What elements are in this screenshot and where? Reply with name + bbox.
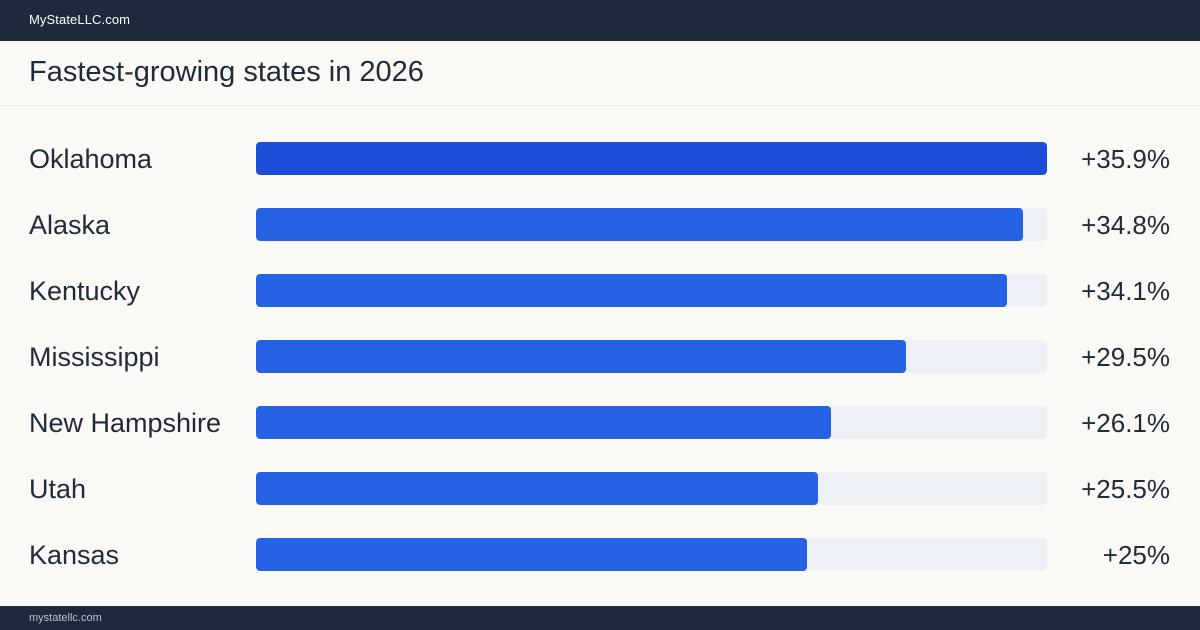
bar-fill <box>256 208 1023 241</box>
value-label: +35.9% <box>1081 144 1170 174</box>
value-label: +25% <box>1102 540 1170 570</box>
bar-track <box>256 142 1047 175</box>
category-label: Oklahoma <box>29 144 153 174</box>
bar-row: New Hampshire +26.1% <box>0 406 1200 440</box>
chart-title: Fastest-growing states in 2026 <box>29 56 424 88</box>
bar-track <box>256 274 1047 307</box>
bar-track <box>256 472 1047 505</box>
category-label: Utah <box>29 474 87 504</box>
brand-label: MyStateLLC.com <box>29 12 131 27</box>
bar-row: Oklahoma +35.9% <box>0 142 1200 176</box>
value-label: +34.1% <box>1081 276 1170 306</box>
bar-row: Alaska +34.8% <box>0 208 1200 242</box>
value-label: +26.1% <box>1081 408 1170 438</box>
category-label: Kentucky <box>29 276 141 306</box>
bar-track <box>256 538 1047 571</box>
bar-row: Mississippi +29.5% <box>0 340 1200 374</box>
value-label: +25.5% <box>1081 474 1170 504</box>
bar-track <box>256 340 1047 373</box>
category-label: Alaska <box>29 210 111 240</box>
bar-row: Kentucky +34.1% <box>0 274 1200 308</box>
bar-fill <box>256 538 807 571</box>
bar-fill <box>256 274 1008 307</box>
category-label: Kansas <box>29 540 120 570</box>
category-label: New Hampshire <box>29 408 222 438</box>
bar-fill <box>256 142 1047 175</box>
bar-track <box>256 208 1047 241</box>
footer-bar: mystatellc.com <box>0 606 1200 630</box>
title-divider <box>0 105 1200 106</box>
top-bar: MyStateLLC.com <box>0 0 1200 41</box>
bar-fill <box>256 340 906 373</box>
bar-row: Kansas +25% <box>0 538 1200 572</box>
bar-row: Utah +25.5% <box>0 472 1200 506</box>
footer-text: mystatellc.com <box>29 612 102 624</box>
bar-fill <box>256 406 832 439</box>
value-label: +34.8% <box>1081 210 1170 240</box>
category-label: Mississippi <box>29 342 160 372</box>
value-label: +29.5% <box>1081 342 1170 372</box>
bar-track <box>256 406 1047 439</box>
bar-fill <box>256 472 818 505</box>
